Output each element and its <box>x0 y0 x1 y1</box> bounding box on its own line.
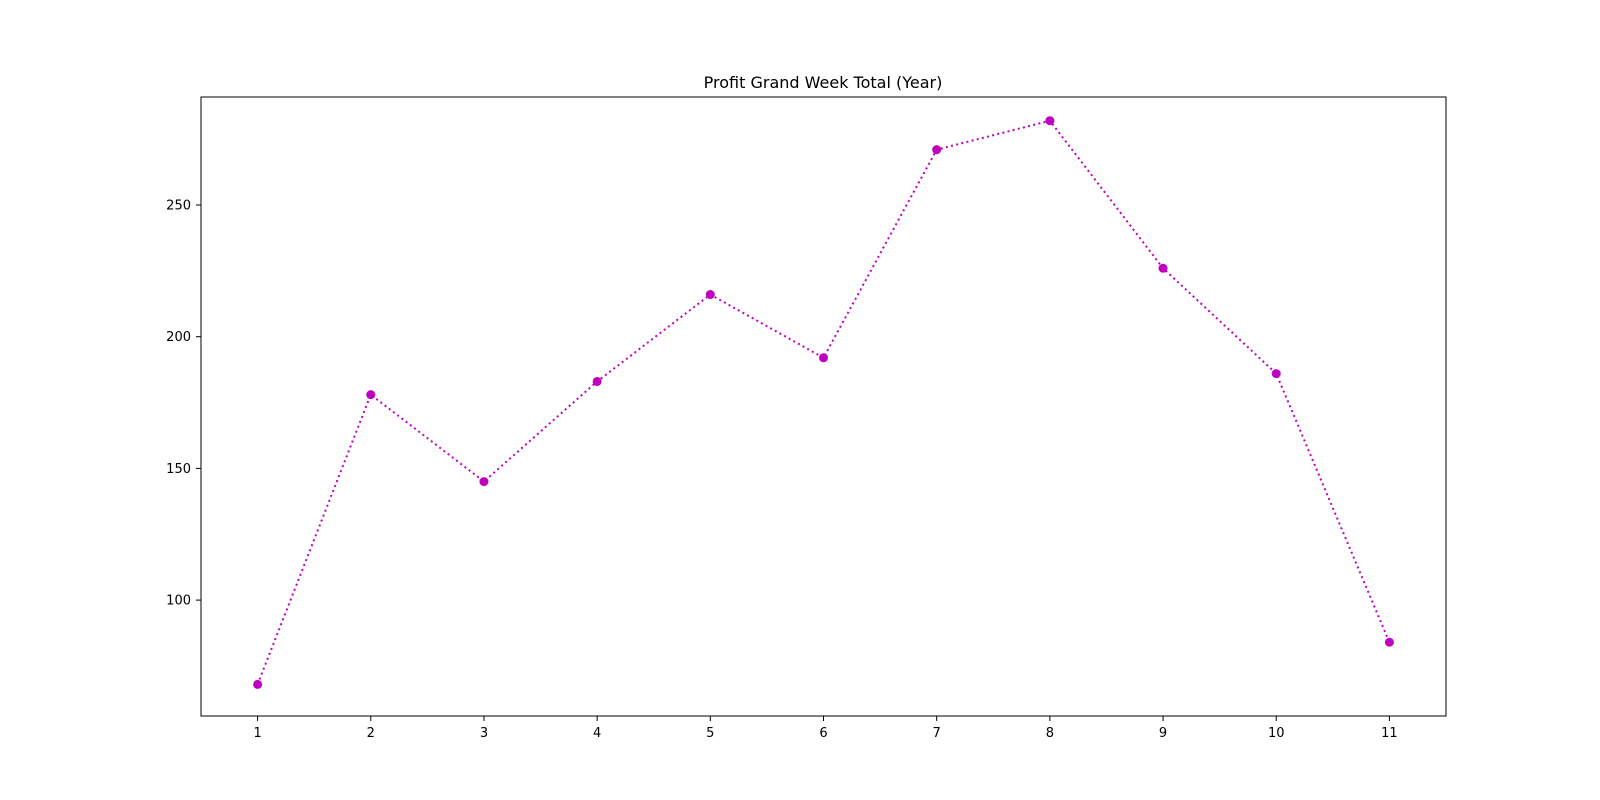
data-point <box>819 353 828 363</box>
x-tick-label: 11 <box>1381 726 1398 741</box>
series-line <box>256 119 1391 685</box>
x-axis: 1 2 3 4 5 6 7 8 9 10 11 <box>253 716 1398 741</box>
data-point <box>932 145 942 155</box>
x-tick-label: 1 <box>253 726 261 741</box>
data-point <box>479 477 489 487</box>
plot-background <box>201 97 1446 716</box>
x-tick-label: 7 <box>933 726 941 741</box>
data-point <box>1384 637 1394 647</box>
data-point <box>253 679 263 689</box>
data-point <box>1271 369 1281 379</box>
x-tick-label: 10 <box>1268 726 1285 741</box>
data-point <box>366 390 376 400</box>
data-point <box>1158 263 1168 273</box>
x-tick-label: 8 <box>1046 726 1054 741</box>
data-point <box>1045 116 1055 126</box>
y-tick-label: 200 <box>166 330 191 345</box>
y-tick-label: 100 <box>166 594 191 609</box>
chart-title: Profit Grand Week Total (Year) <box>704 73 943 92</box>
x-tick-label: 6 <box>819 726 827 741</box>
x-tick-label: 9 <box>1159 726 1167 741</box>
x-tick-label: 2 <box>367 726 375 741</box>
data-point <box>705 290 715 300</box>
x-tick-label: 4 <box>593 726 601 741</box>
y-axis: 100 150 200 250 <box>166 198 201 609</box>
y-tick-label: 150 <box>166 462 191 477</box>
x-tick-label: 3 <box>480 726 488 741</box>
x-tick-label: 5 <box>706 726 714 741</box>
plot-frame <box>200 96 1447 717</box>
data-point <box>592 376 602 386</box>
y-tick-label: 250 <box>166 198 191 213</box>
data-series <box>253 116 1394 689</box>
